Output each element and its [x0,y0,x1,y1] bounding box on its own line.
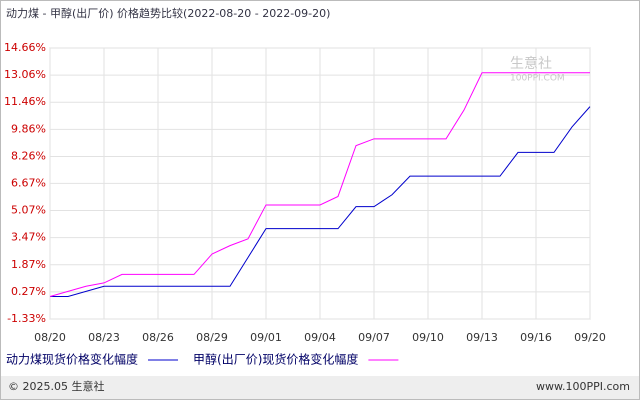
x-tick-label: 09/16 [520,331,552,344]
x-tick-label: 09/07 [358,331,390,344]
legend-label: 甲醇(出厂价)现货价格变化幅度 [193,352,358,367]
y-tick-label: 11.46% [4,95,46,108]
x-tick-label: 09/13 [466,331,498,344]
footer-bar [1,376,639,399]
watermark: 生意社 100PPI.COM [510,55,565,84]
x-tick-label: 08/20 [34,331,66,344]
y-tick-label: 8.26% [11,149,46,162]
x-tick-label: 09/20 [574,331,606,344]
series-line [50,106,591,297]
x-tick-label: 08/23 [88,331,120,344]
legend-label: 动力煤现货价格变化幅度 [6,352,138,367]
chart-title: 动力煤 - 甲醇(出厂价) 价格趋势比较(2022-08-20 - 2022-0… [6,6,330,20]
x-tick-label: 09/10 [412,331,444,344]
x-tick-label: 09/01 [250,331,282,344]
footer-copyright: © 2025.05 生意社 [8,379,104,393]
y-tick-label: 3.47% [11,231,46,244]
footer-website: www.100PPI.com [536,380,630,393]
y-tick-label: 9.86% [11,122,46,135]
y-tick-label: 14.66% [4,41,46,54]
watermark-text: 生意社 [510,55,552,72]
x-tick-label: 09/04 [304,331,336,344]
y-tick-label: -1.33% [7,312,46,325]
y-tick-label: 6.67% [11,176,46,189]
x-tick-label: 08/26 [142,331,174,344]
series-line [49,72,590,297]
y-tick-label: 5.07% [11,204,46,217]
watermark-text: 100PPI.COM [510,74,565,84]
y-tick-label: 13.06% [4,68,46,81]
y-tick-label: 0.27% [11,285,46,298]
x-tick-label: 08/29 [196,331,228,344]
y-tick-label: 1.87% [11,258,46,271]
